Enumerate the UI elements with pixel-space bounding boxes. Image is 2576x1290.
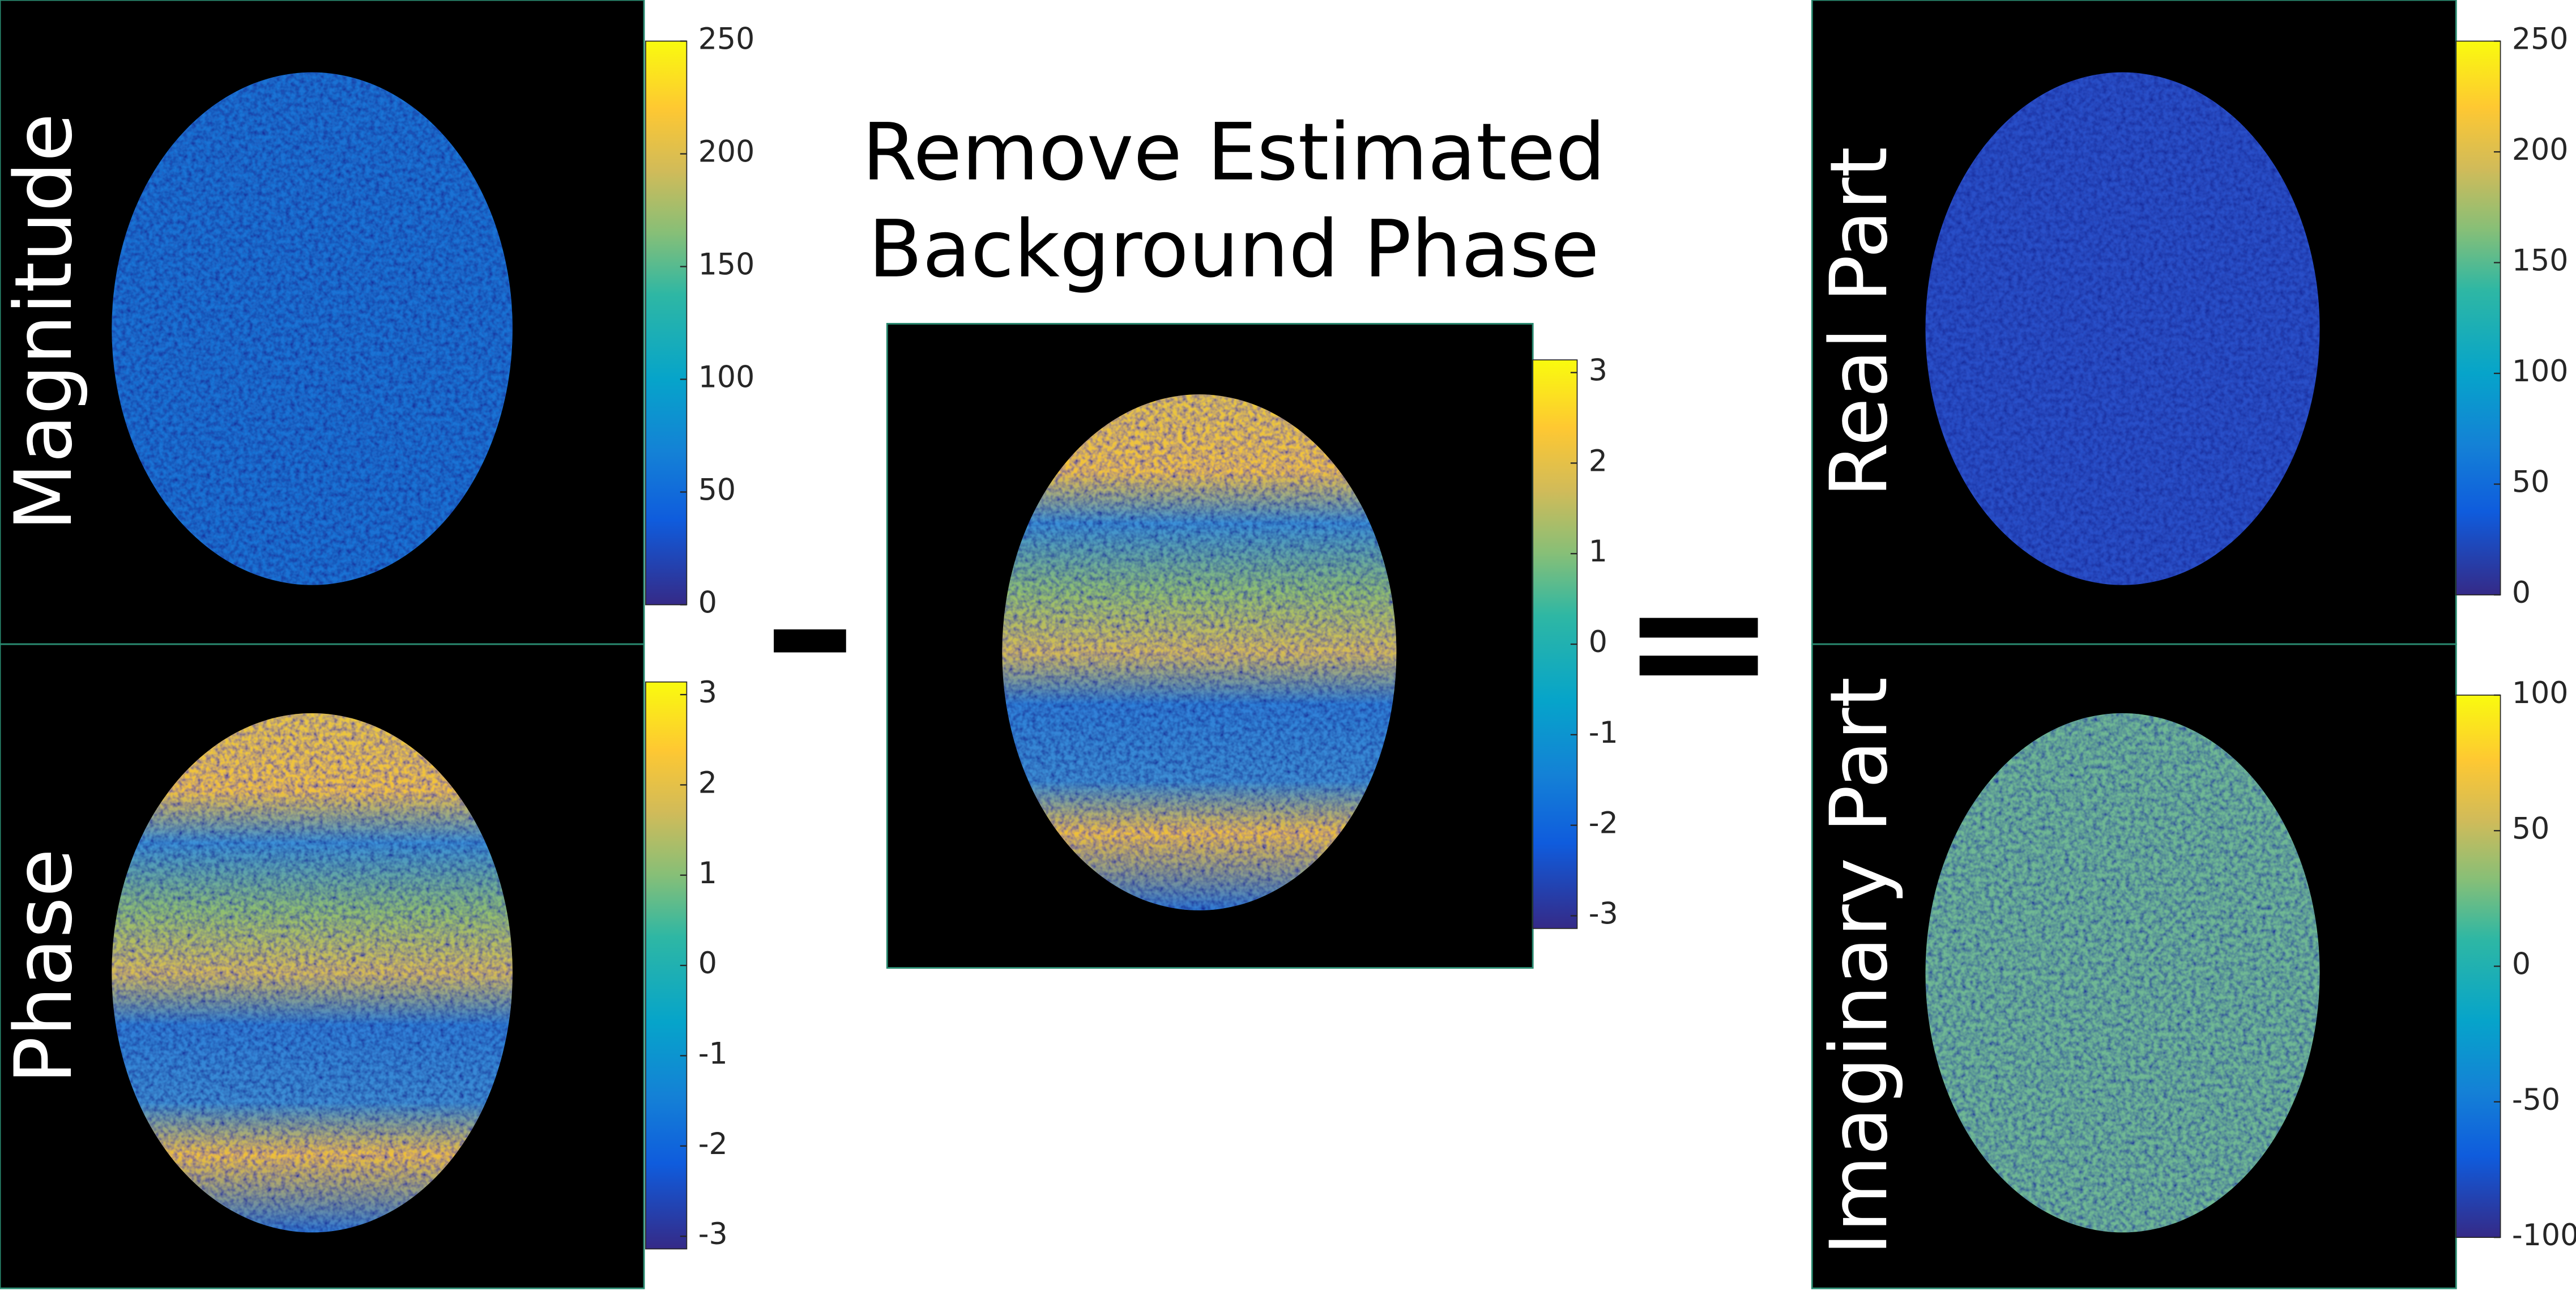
- colorbar-tick-label: 3: [698, 676, 717, 710]
- panel-label: Magnitude: [0, 113, 89, 531]
- colorbar: [2455, 40, 2501, 595]
- colorbar-tick-label: 100: [2512, 676, 2569, 710]
- colorbar-tick-label: 2: [698, 766, 717, 800]
- colorbar-tick-label: 2: [1589, 444, 1607, 478]
- colorbar-tick-label: 250: [2512, 23, 2569, 57]
- colorbar-tick-label: 150: [698, 248, 755, 282]
- colorbar-tick-label: 250: [698, 23, 755, 57]
- colorbar-tick-label: -2: [698, 1127, 728, 1161]
- colorbar-tick-label: 200: [2512, 133, 2569, 167]
- colorbar-tick-label: 200: [698, 135, 755, 169]
- colorbar-tick-label: 0: [698, 947, 717, 981]
- colorbar: [2455, 695, 2501, 1238]
- colorbar-tick-label: 0: [2512, 576, 2531, 610]
- colorbar-tick-label: -100: [2512, 1219, 2576, 1253]
- brain-image: [1002, 394, 1397, 910]
- brain-image: [1925, 72, 2320, 585]
- colorbar-tick-label: -1: [698, 1037, 728, 1071]
- colorbar-tick-label: 100: [2512, 355, 2569, 389]
- title-line: Background Phase: [868, 203, 1599, 295]
- colorbar-tick-label: 0: [2512, 948, 2531, 982]
- colorbar-tick-label: 3: [1589, 354, 1607, 388]
- panel-label: Real Part: [1813, 147, 1905, 497]
- colorbar-tick-label: -50: [2512, 1083, 2560, 1117]
- colorbar-tick-label: 50: [698, 473, 736, 507]
- colorbar-tick-label: 0: [698, 586, 717, 620]
- colorbar-tick-label: -3: [1589, 897, 1618, 931]
- title-line: Remove Estimated: [862, 107, 1606, 198]
- equals-sign: [1639, 618, 1758, 638]
- panel-label: Imaginary Part: [1813, 677, 1905, 1255]
- colorbar-tick-label: 1: [1589, 535, 1607, 569]
- colorbar-tick-label: -2: [1589, 807, 1618, 841]
- colorbar-tick-label: 50: [2512, 812, 2549, 846]
- brain-image: [1925, 713, 2320, 1233]
- minus-sign: [774, 629, 846, 653]
- colorbar-tick-label: 0: [1589, 625, 1607, 659]
- colorbar: [1532, 359, 1578, 929]
- colorbar-tick-label: 1: [698, 857, 717, 891]
- colorbar-tick-label: 100: [698, 360, 755, 394]
- equals-sign: [1639, 655, 1758, 676]
- colorbar-tick-label: -1: [1589, 716, 1618, 750]
- brain-image: [112, 713, 513, 1233]
- colorbar: [645, 40, 688, 606]
- panel-label: Phase: [0, 849, 89, 1084]
- colorbar-tick-label: 150: [2512, 244, 2569, 278]
- colorbar-tick-label: -3: [698, 1217, 728, 1251]
- colorbar-tick-label: 50: [2512, 466, 2549, 500]
- brain-image: [112, 72, 513, 585]
